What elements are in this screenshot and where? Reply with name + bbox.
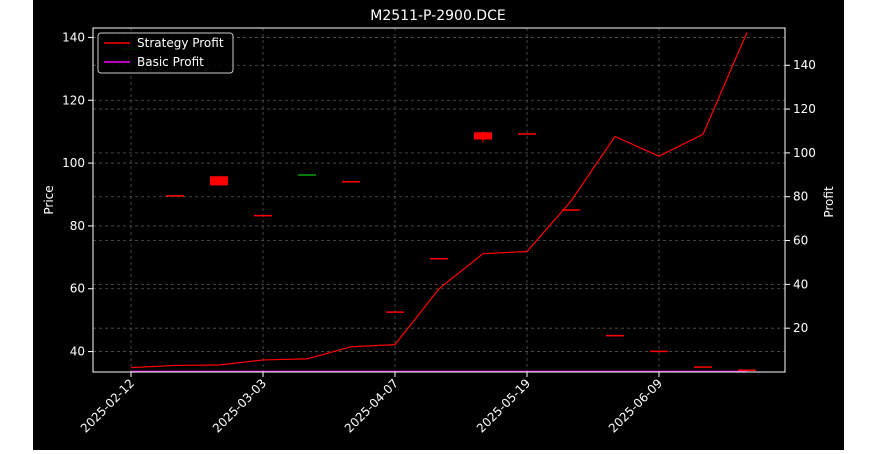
candle-body	[518, 133, 536, 135]
y-tick-label-left: 140	[62, 30, 85, 44]
legend-label-basic: Basic Profit	[137, 55, 204, 69]
y-tick-label-left: 120	[62, 93, 85, 107]
candle-body	[650, 350, 668, 353]
x-tick-label: 2025-05-19	[474, 376, 533, 435]
plot-frame	[92, 27, 786, 373]
candle-body	[254, 214, 272, 217]
y-tick-label-right: 60	[793, 234, 808, 248]
y-tick-label-left: 60	[70, 282, 85, 296]
chart-svg: M2511-P-2900.DCE 2025-02-12 2025-03-03 202…	[42, 8, 836, 435]
candle-body	[562, 209, 580, 211]
series-layer	[130, 32, 748, 372]
y-axis-label-left: Price	[42, 185, 56, 214]
legend: Strategy Profit Basic Profit	[97, 32, 234, 74]
chart-title: M2511-P-2900.DCE	[370, 8, 505, 24]
y-tick-label-right: 140	[793, 58, 816, 72]
x-tick-label: 2025-06-09	[606, 376, 665, 435]
y-tick-label-right: 80	[793, 190, 808, 204]
y-tick-label-right: 20	[793, 321, 808, 335]
candle-body	[694, 366, 712, 368]
x-tick-label: 2025-03-03	[210, 376, 269, 435]
y-tick-label-right: 100	[793, 146, 816, 160]
x-tick-label: 2025-04-07	[342, 376, 401, 435]
strategy-profit-line	[130, 32, 748, 369]
legend-box	[97, 32, 234, 74]
y-tick-label-right: 120	[793, 102, 816, 116]
legend-label-strategy: Strategy Profit	[137, 36, 224, 50]
y-tick-label-left: 40	[70, 345, 85, 359]
candle-body	[210, 176, 228, 186]
chart-figure: M2511-P-2900.DCE 2025-02-12 2025-03-03 202…	[33, 0, 844, 450]
y-tick-label-left: 100	[62, 156, 85, 170]
candle-body	[298, 174, 316, 176]
candle-body	[474, 132, 492, 140]
candle-body	[606, 334, 624, 337]
x-tick-label: 2025-02-12	[78, 376, 137, 435]
candles-layer	[122, 48, 756, 371]
y-tick-label-right: 40	[793, 277, 808, 291]
grid	[93, 28, 785, 372]
candle-body	[342, 180, 360, 183]
y-tick-label-left: 80	[70, 219, 85, 233]
candle-body	[738, 369, 756, 371]
candle-body	[430, 257, 448, 260]
candle-body	[166, 195, 184, 197]
y-axis-label-right: Profit	[822, 186, 836, 218]
candle-body	[386, 311, 404, 313]
axes-layer: 2025-02-12 2025-03-03 2025-04-07 2025-05-19…	[62, 30, 816, 435]
